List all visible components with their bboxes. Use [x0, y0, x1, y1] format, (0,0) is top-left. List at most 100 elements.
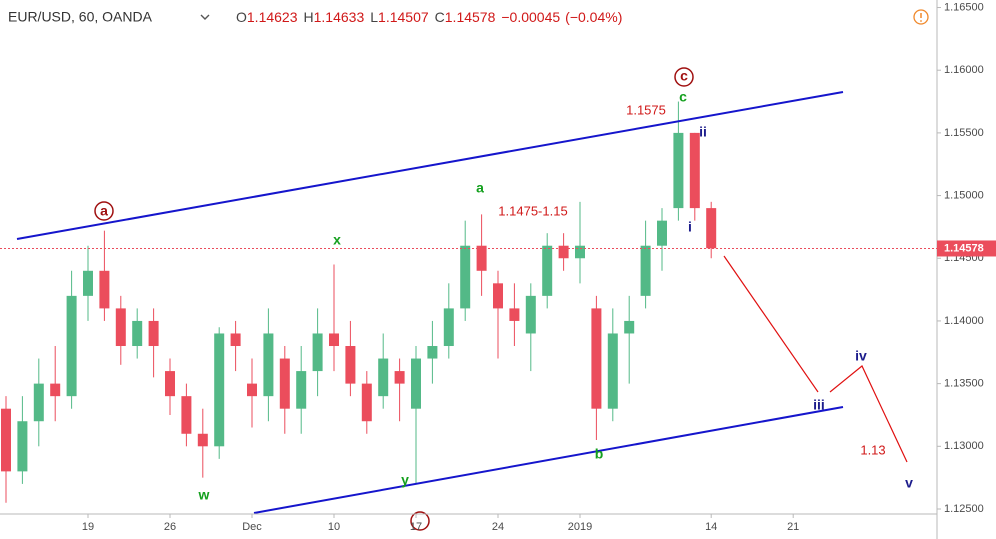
wave-label: b	[595, 446, 604, 462]
y-tick-label: 1.15500	[944, 127, 984, 139]
y-tick-label: 1.15000	[944, 189, 984, 201]
candle-body	[558, 245, 569, 259]
alert-icon[interactable]	[913, 9, 929, 25]
last-price-label: 1.14578	[944, 242, 984, 254]
candle-body	[607, 333, 618, 409]
header-key: L	[370, 9, 378, 25]
x-tick-label: 21	[787, 521, 799, 533]
candle-body	[50, 383, 61, 397]
y-tick-label: 1.13000	[944, 440, 984, 452]
x-tick-label: Dec	[242, 521, 262, 533]
candle-body	[591, 308, 602, 409]
candle-body	[427, 346, 438, 359]
header-value: (−0.04%)	[565, 9, 622, 25]
symbol-menu[interactable]	[200, 14, 210, 20]
y-tick-label: 1.16500	[944, 1, 984, 13]
candle-body	[476, 245, 487, 271]
candle-body	[657, 220, 667, 246]
x-tick-label: 26	[164, 521, 176, 533]
y-tick-label: 1.16000	[944, 64, 984, 76]
x-tick-label: 10	[328, 521, 340, 533]
candle-body	[542, 245, 553, 296]
candle-body	[312, 333, 323, 372]
header-value: 1.14623	[247, 9, 298, 25]
candle-body	[443, 308, 454, 347]
candle-body	[411, 358, 421, 409]
wave-label: y	[401, 472, 409, 488]
candle-body	[279, 358, 290, 409]
header-bg	[0, 4, 700, 30]
candle-body	[575, 245, 585, 259]
wave-label: a	[476, 180, 484, 196]
header-value: 1.14633	[314, 9, 365, 25]
candle-body	[66, 295, 77, 397]
candle-body	[1, 408, 11, 472]
x-tick-label: 17	[410, 521, 422, 533]
candle-body	[83, 270, 93, 296]
candle-body	[230, 333, 241, 347]
x-tick-label: 19	[82, 521, 94, 533]
candle-body	[296, 371, 307, 409]
price-note: 1.1475-1.15	[498, 203, 567, 218]
candle-body	[263, 333, 274, 397]
x-tick-label: 24	[492, 521, 504, 533]
projection	[723, 255, 819, 393]
candle-body	[525, 295, 536, 334]
y-tick-label: 1.13500	[944, 378, 984, 390]
candle-body	[361, 383, 372, 422]
x-tick-label: 2019	[568, 521, 592, 533]
price-note: 1.13	[860, 442, 885, 457]
candle-body	[706, 208, 717, 249]
header-key: O	[236, 9, 247, 25]
wave-circle	[674, 67, 694, 87]
candle-body	[673, 132, 684, 209]
wave-label: x	[333, 232, 341, 248]
candle-body	[132, 320, 143, 347]
header-value: −0.00045	[501, 9, 560, 25]
symbol: EUR/USD, 60, OANDA	[8, 9, 153, 25]
header-value: 1.14507	[378, 9, 429, 25]
channel-upper	[16, 91, 844, 240]
candle-body	[624, 320, 635, 334]
candle-body	[181, 396, 192, 434]
channel-lower	[253, 406, 844, 514]
candle-body	[99, 270, 110, 309]
wave-circle	[94, 201, 114, 221]
header-key: H	[304, 9, 314, 25]
alert-icon-dot	[920, 20, 922, 22]
candle-body	[378, 358, 389, 397]
header-text: O1.14623 H1.14633 L1.14507 C1.14578 −0.00045…	[236, 9, 622, 25]
candle-body	[394, 371, 405, 384]
candle-body	[460, 245, 471, 309]
candle-body	[345, 346, 356, 384]
candle-body	[689, 132, 700, 209]
y-tick-label: 1.12500	[944, 503, 984, 515]
wave-label: a	[100, 203, 108, 219]
wave-label: ii	[699, 124, 707, 140]
candle-body	[115, 308, 126, 347]
y-tick-label: 1.14000	[944, 315, 984, 327]
wave-label: v	[905, 475, 913, 491]
candle-body	[640, 245, 651, 296]
candle-body	[329, 333, 339, 347]
wave-label: c	[679, 89, 687, 105]
candle-body	[214, 333, 225, 447]
header-value: 1.14578	[445, 9, 496, 25]
wave-label: i	[688, 219, 692, 235]
projection	[829, 365, 908, 463]
candle-body	[148, 320, 159, 347]
wave-label: iii	[813, 397, 825, 413]
wave-label: iv	[855, 348, 867, 364]
header-key: C	[435, 9, 445, 25]
x-tick-label: 14	[705, 521, 717, 533]
candle-body	[165, 371, 175, 397]
legend-header: EUR/USD, 60, OANDA O1.14623 H1.14633 L1.14…	[0, 4, 700, 30]
candle-body	[493, 283, 503, 309]
candle-body	[509, 308, 520, 321]
wave-label: w	[198, 487, 210, 503]
candles	[1, 101, 717, 503]
price-note: 1.1575	[626, 102, 666, 117]
candle-body	[17, 421, 28, 472]
